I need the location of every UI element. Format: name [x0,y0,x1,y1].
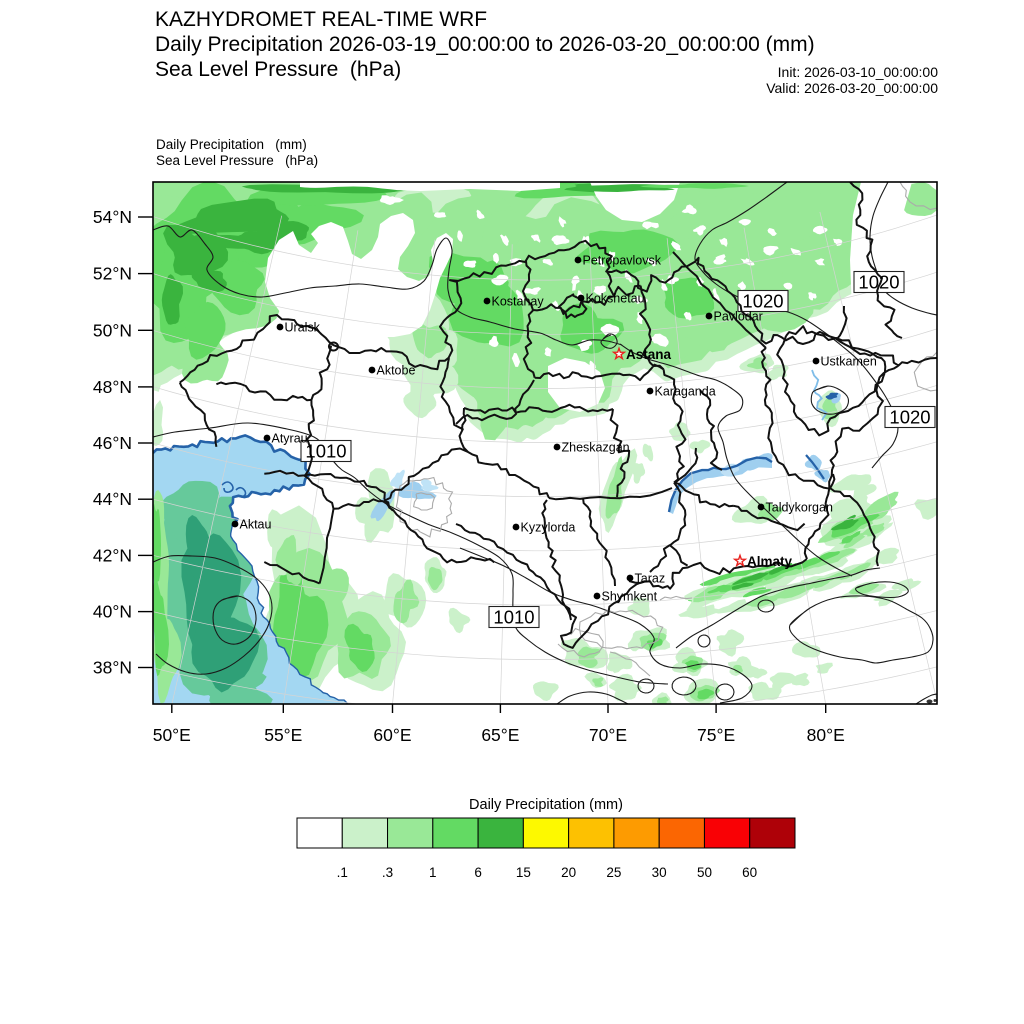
svg-text:60: 60 [742,865,757,880]
svg-text:20: 20 [561,865,576,880]
svg-text:52°N: 52°N [93,264,132,284]
svg-text:1010: 1010 [493,607,534,628]
svg-text:1010: 1010 [305,441,346,462]
svg-text:50: 50 [697,865,712,880]
svg-text:Aktau: Aktau [240,518,272,532]
svg-text:Sea Level Pressure (hPa): Sea Level Pressure (hPa) [156,153,318,168]
svg-text:1020: 1020 [742,291,783,312]
svg-text:1020: 1020 [858,272,899,293]
svg-text:25: 25 [606,865,621,880]
svg-text:Daily Precipitation (mm): Daily Precipitation (mm) [156,137,307,152]
svg-text:44°N: 44°N [93,489,132,509]
svg-text:Almaty: Almaty [747,554,793,569]
svg-text:Taraz: Taraz [635,572,666,586]
svg-text:65°E: 65°E [481,725,519,745]
svg-text:Kyzylorda: Kyzylorda [521,521,576,535]
svg-text:30: 30 [652,865,667,880]
svg-text:Init: 2026-03-10_00:00:00: Init: 2026-03-10_00:00:00 [778,64,939,80]
svg-text:Pavlodar: Pavlodar [714,310,763,324]
svg-text:6: 6 [474,865,482,880]
svg-text:Shymkent: Shymkent [602,590,658,604]
svg-text:Valid: 2026-03-20_00:00:00: Valid: 2026-03-20_00:00:00 [766,80,938,96]
svg-text:.3: .3 [382,865,393,880]
svg-text:Astana: Astana [626,347,672,362]
svg-text:48°N: 48°N [93,377,132,397]
svg-text:15: 15 [516,865,531,880]
svg-text:Daily Precipitation 2026-03-19: Daily Precipitation 2026-03-19_00:00:00 … [155,33,815,56]
svg-text:Taldykorgan: Taldykorgan [766,501,833,515]
svg-text:Sea Level Pressure (hPa): Sea Level Pressure (hPa) [155,58,401,81]
svg-text:Daily Precipitation (mm): Daily Precipitation (mm) [469,797,623,813]
svg-text:Petropavlovsk: Petropavlovsk [583,254,662,268]
svg-text:70°E: 70°E [589,725,627,745]
svg-text:KAZHYDROMET REAL-TIME WRF: KAZHYDROMET REAL-TIME WRF [155,8,487,31]
svg-text:.1: .1 [337,865,348,880]
svg-text:54°N: 54°N [93,207,132,227]
svg-text:Zheskazgan: Zheskazgan [562,441,630,455]
svg-text:60°E: 60°E [373,725,411,745]
svg-text:Kokshetau: Kokshetau [586,292,645,306]
svg-text:Ustkamen: Ustkamen [821,355,877,369]
svg-text:Aktobe: Aktobe [377,364,416,378]
svg-text:Karaganda: Karaganda [655,385,716,399]
svg-text:50°N: 50°N [93,320,132,340]
svg-text:55°E: 55°E [264,725,302,745]
svg-text:Uralsk: Uralsk [285,321,321,335]
svg-text:Atyrau: Atyrau [272,432,308,446]
svg-text:38°N: 38°N [93,658,132,678]
svg-text:75°E: 75°E [697,725,735,745]
svg-text:80°E: 80°E [807,725,845,745]
svg-text:Kostanay: Kostanay [492,295,545,309]
svg-text:46°N: 46°N [93,433,132,453]
svg-text:40°N: 40°N [93,602,132,622]
svg-text:42°N: 42°N [93,545,132,565]
svg-text:1020: 1020 [889,407,930,428]
svg-text:50°E: 50°E [153,725,191,745]
svg-text:1: 1 [429,865,437,880]
